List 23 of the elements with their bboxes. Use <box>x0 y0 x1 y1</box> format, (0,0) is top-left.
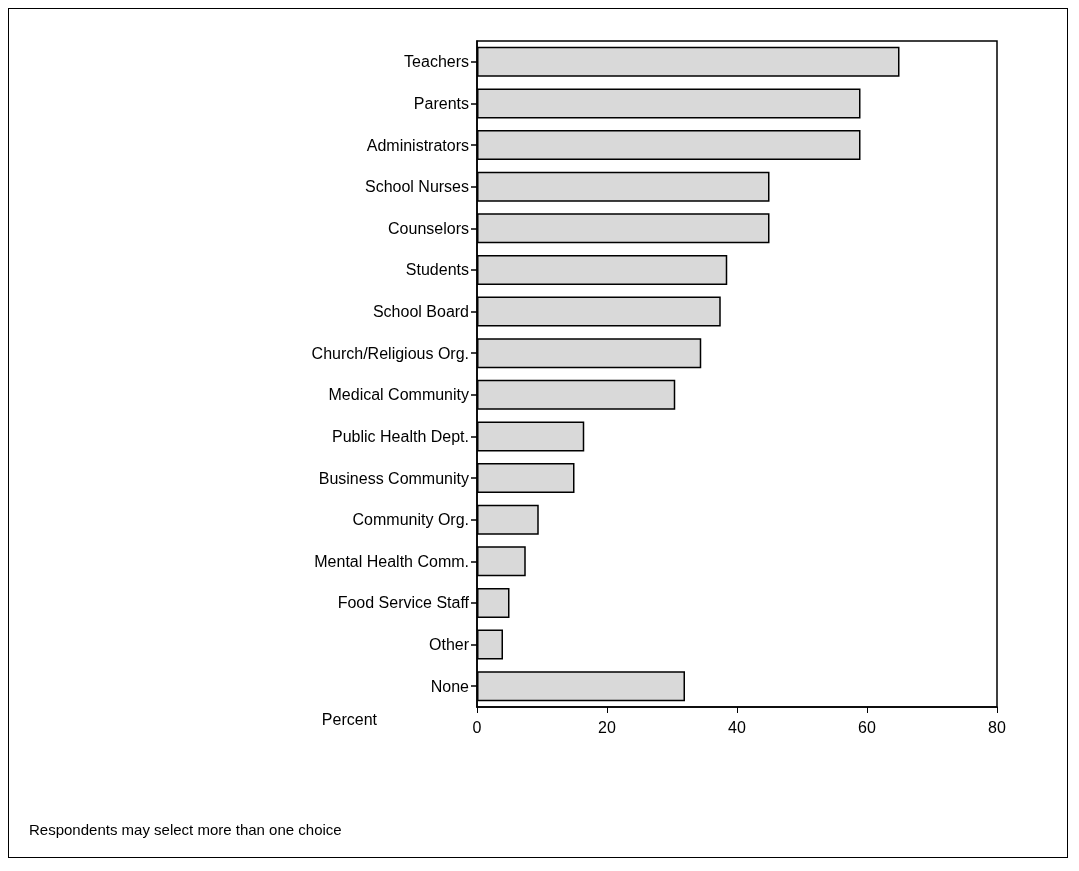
x-tick-label: 40 <box>728 718 746 736</box>
x-tick-label: 80 <box>988 718 1006 736</box>
y-tick-label: Administrators <box>366 136 469 154</box>
y-tick-label: Medical Community <box>328 386 469 404</box>
x-tick-label: 60 <box>858 718 876 736</box>
y-tick-label: Community Org. <box>352 511 469 529</box>
y-tick-label: School Nurses <box>364 178 469 196</box>
y-tick-label: Parents <box>413 94 469 112</box>
x-tick-label: 0 <box>472 718 482 736</box>
y-tick-label: Public Health Dept. <box>332 427 469 445</box>
text: Respondents may select more than one choice <box>29 821 342 838</box>
y-tick-label: Other <box>428 636 470 654</box>
y-tick-label: Mental Health Comm. <box>314 552 469 570</box>
y-tick-label: Business Community <box>318 469 469 487</box>
x-tick-label: 20 <box>598 718 616 736</box>
y-tick-label: School Board <box>372 303 469 321</box>
y-tick-label: Food Service Staff <box>337 594 470 612</box>
x-axis-title: Percent <box>321 710 378 728</box>
y-tick-label: Teachers <box>404 53 469 71</box>
y-tick-label: Church/Religious Org. <box>311 344 469 362</box>
y-tick-label: Students <box>405 261 469 279</box>
y-tick-label: None <box>430 677 470 695</box>
y-tick-label: Counselors <box>388 219 469 237</box>
